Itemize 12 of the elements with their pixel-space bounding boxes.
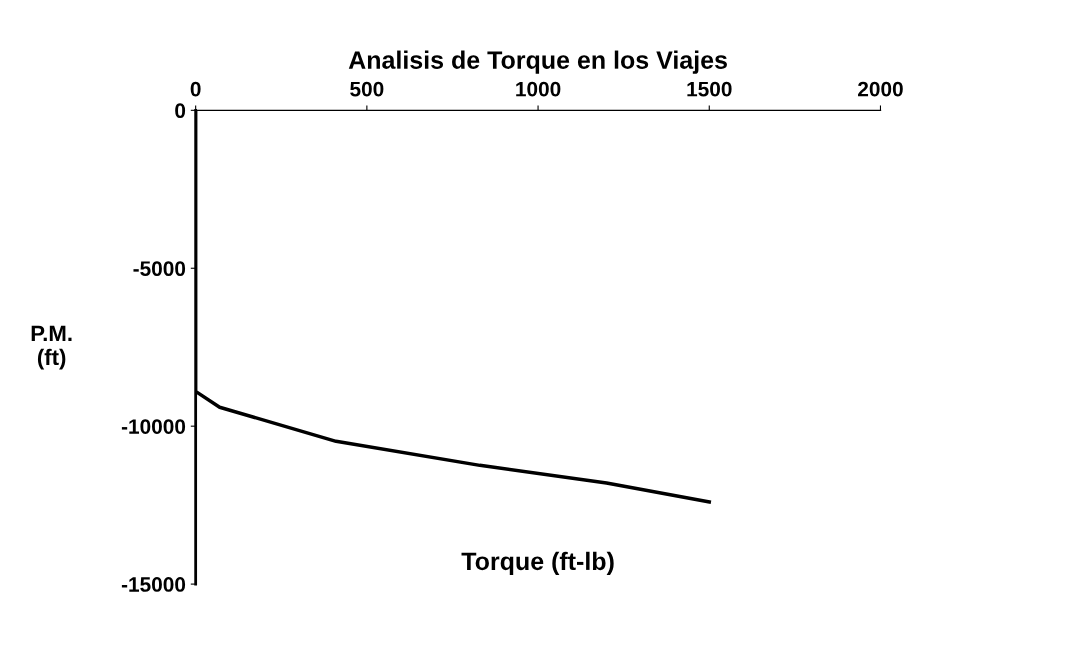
x-axis-title: Torque (ft-lb) — [461, 551, 614, 576]
x-tick-label: 0 — [190, 81, 201, 97]
y-tick-label: 0 — [175, 103, 186, 119]
y-tick-label: -10000 — [121, 419, 186, 434]
chart-title: Analisis de Torque en los Viajes — [348, 50, 727, 74]
x-tick-label: 2000 — [858, 81, 903, 97]
y-tick-label: -5000 — [133, 261, 186, 277]
x-tick-label: 1000 — [516, 81, 561, 97]
x-tick-label: 500 — [350, 81, 384, 97]
y-tick-label: -15000 — [121, 577, 186, 592]
x-tick-label: 1500 — [687, 81, 732, 97]
y-axis-title: P.M. (ft) — [31, 325, 72, 370]
